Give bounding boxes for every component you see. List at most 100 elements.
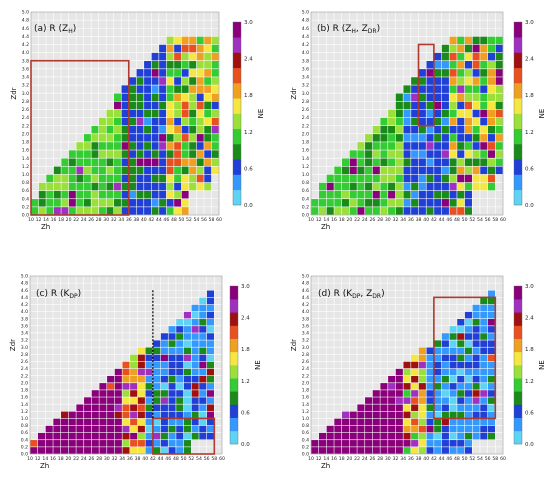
heatmap-cell — [464, 425, 472, 433]
heatmap-cell — [137, 390, 145, 397]
heatmap-cell — [426, 411, 434, 419]
heatmap-cell — [457, 383, 465, 390]
heatmap-cell — [449, 432, 457, 440]
heatmap-cell — [395, 174, 403, 183]
colorbar-frame — [229, 285, 239, 445]
heatmap-cell — [472, 182, 480, 191]
heatmap-cell — [464, 52, 472, 61]
heatmap-cell — [480, 158, 488, 166]
heatmap-cell — [426, 375, 434, 383]
heatmap-cell — [46, 207, 54, 215]
heatmap-cell — [145, 447, 153, 454]
heatmap-cell — [388, 375, 396, 383]
heatmap-cell — [136, 85, 144, 93]
heatmap-cell — [441, 368, 449, 376]
heatmap-cell — [45, 440, 53, 447]
heatmap-cell — [472, 340, 480, 347]
heatmap-cell — [181, 190, 189, 199]
heatmap-cell — [114, 397, 122, 404]
heatmap-cell — [199, 383, 207, 390]
heatmap-cell — [411, 390, 419, 397]
heatmap-cell — [189, 158, 197, 166]
heatmap-cell — [441, 125, 449, 134]
x-tick-label: 16 — [331, 217, 337, 223]
colorbar-tick-label: 0.0 — [525, 442, 534, 448]
heatmap-cell — [411, 190, 419, 199]
heatmap-cell — [174, 207, 182, 215]
heatmap-cell — [174, 166, 182, 175]
heatmap-cell — [83, 174, 91, 183]
heatmap-cell — [472, 425, 480, 433]
y-tick-label: 0.6 — [302, 430, 309, 436]
heatmap-cell — [114, 166, 121, 175]
heatmap-cell — [191, 333, 199, 340]
heatmap-cell — [380, 174, 388, 183]
heatmap-cell — [181, 166, 189, 175]
y-tick-label: 2.6 — [302, 359, 309, 365]
heatmap-cell — [183, 411, 191, 419]
heatmap-cell — [144, 134, 152, 142]
heatmap-cell — [472, 69, 480, 77]
heatmap-cell — [372, 207, 380, 215]
heatmap-cell — [418, 117, 426, 126]
heatmap-cell — [181, 199, 189, 207]
x-tick-label: 22 — [73, 456, 79, 462]
heatmap-cell — [464, 174, 472, 183]
heatmap-cell — [76, 174, 84, 183]
heatmap-cell — [403, 166, 411, 175]
heatmap-cell — [151, 117, 159, 126]
heatmap-cell — [176, 411, 184, 419]
highlight-box — [417, 43, 435, 127]
heatmap-cell — [441, 182, 449, 191]
heatmap-cell — [434, 125, 442, 134]
heatmap-cell — [411, 418, 419, 426]
heatmap-cell — [53, 174, 61, 183]
heatmap-cell — [114, 368, 122, 376]
heatmap-cell — [160, 347, 168, 355]
colorbar-tick-label: 3.0 — [241, 284, 250, 290]
heatmap-cell — [168, 361, 176, 369]
heatmap-cell — [160, 404, 168, 411]
heatmap-cell — [403, 101, 411, 110]
y-tick-label: 4.4 — [22, 34, 29, 40]
heatmap-cell — [349, 158, 357, 166]
colorbar-frame — [232, 21, 242, 206]
heatmap-cell — [326, 207, 334, 215]
heatmap-cell — [388, 174, 396, 183]
colorbar-segment — [514, 174, 522, 191]
heatmap-cell — [159, 174, 167, 183]
colorbar-label: NE — [538, 109, 546, 119]
heatmap-cell — [441, 44, 449, 53]
heatmap-cell — [151, 134, 159, 142]
heatmap-cell — [107, 375, 115, 383]
x-tick-label: 16 — [50, 456, 56, 462]
heatmap-cell — [191, 397, 199, 404]
y-tick-label: 0.8 — [302, 180, 309, 186]
heatmap-cell — [395, 411, 403, 419]
heatmap-cell — [189, 125, 197, 134]
heatmap-cell — [487, 85, 496, 93]
heatmap-cell — [457, 440, 465, 447]
heatmap-cell — [174, 36, 182, 45]
heatmap-cell — [457, 44, 465, 53]
heatmap-cell — [464, 117, 472, 126]
heatmap-cell — [418, 404, 426, 411]
heatmap-cell — [176, 333, 184, 340]
heatmap-cell — [426, 150, 434, 158]
heatmap-cell — [166, 61, 174, 69]
heatmap-cell — [426, 390, 434, 397]
heatmap-cell — [61, 166, 69, 175]
heatmap-cell — [395, 166, 403, 175]
y-tick-label: 4.4 — [302, 295, 309, 301]
heatmap-cell — [196, 125, 204, 134]
heatmap-cell — [196, 174, 204, 183]
heatmap-cell — [61, 207, 69, 215]
heatmap-cell — [144, 93, 152, 102]
heatmap-cell — [176, 383, 184, 390]
y-tick-label: 3.2 — [302, 83, 309, 89]
heatmap-cell — [189, 117, 197, 126]
x-tick-label: 52 — [188, 456, 194, 462]
heatmap-cell — [441, 142, 449, 150]
heatmap-cell — [176, 326, 184, 333]
heatmap-cell — [388, 158, 396, 166]
